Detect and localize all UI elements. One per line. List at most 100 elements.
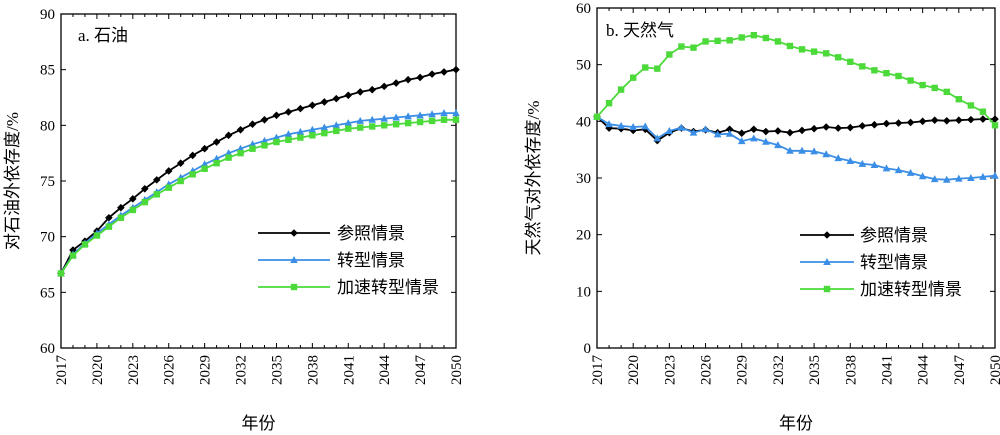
data-point	[249, 145, 256, 152]
y-tick-label: 70	[40, 230, 55, 246]
data-point	[260, 136, 269, 144]
data-point	[224, 131, 233, 140]
x-tick-label: 2038	[305, 355, 321, 385]
data-point	[919, 81, 926, 89]
data-point	[678, 43, 685, 50]
data-point	[248, 120, 257, 129]
legend-label: 参照情景	[860, 226, 928, 245]
data-point	[593, 113, 601, 120]
data-point	[822, 150, 830, 158]
data-point	[822, 50, 830, 57]
x-tick-label: 2038	[843, 355, 859, 385]
data-point	[332, 121, 341, 129]
data-point	[296, 104, 305, 113]
data-point	[404, 119, 412, 127]
x-tick-label: 2035	[269, 355, 285, 385]
data-point	[846, 157, 855, 164]
data-point	[967, 115, 975, 124]
data-point	[991, 122, 999, 129]
data-point	[641, 122, 650, 130]
data-point	[309, 132, 316, 139]
data-point	[69, 252, 77, 259]
x-tick-label: 2023	[126, 355, 142, 385]
data-point	[236, 144, 245, 152]
x-tick-label: 2032	[234, 355, 250, 385]
data-point	[392, 113, 400, 121]
panel-gas: 0 10 20 30 40 50 60 2017 2020 2023 2026 2029 2032 203…	[524, 1, 1000, 433]
data-point	[212, 154, 221, 162]
legend-label: 加速转型情景	[337, 278, 439, 297]
data-point	[918, 117, 927, 126]
x-tick-label: 2026	[162, 355, 178, 386]
data-point	[308, 125, 317, 133]
data-point	[321, 129, 328, 137]
series-line	[60, 112, 456, 274]
data-point	[991, 171, 999, 179]
data-point	[177, 177, 184, 185]
data-point	[200, 160, 209, 168]
data-point	[440, 109, 448, 117]
data-point	[725, 125, 734, 134]
x-tick-label: 2044	[916, 355, 932, 386]
data-point	[416, 73, 424, 82]
data-point	[452, 109, 460, 117]
x-tick-label: 2035	[807, 355, 823, 385]
data-point	[774, 38, 782, 45]
data-point	[906, 118, 915, 127]
x-tick-label: 2029	[198, 355, 214, 385]
data-point	[810, 48, 818, 55]
data-point	[296, 128, 305, 136]
data-point	[200, 144, 209, 153]
x-tick-label: 2044	[377, 355, 393, 386]
data-point	[605, 120, 613, 128]
x-tick-label: 2041	[879, 355, 895, 385]
series-line	[60, 68, 457, 274]
series-line	[596, 116, 995, 142]
legend-marker	[823, 258, 831, 265]
y-tick-label: 75	[40, 174, 55, 190]
data-point	[189, 171, 196, 178]
data-point	[81, 241, 89, 248]
data-point	[320, 98, 329, 106]
data-point	[979, 172, 987, 180]
data-point	[870, 160, 879, 168]
series-accelerated	[593, 32, 999, 129]
data-point	[404, 75, 412, 84]
data-point	[871, 67, 878, 74]
data-point	[725, 129, 734, 137]
data-point	[248, 140, 257, 148]
data-point	[955, 116, 963, 124]
data-point	[297, 134, 304, 141]
data-point	[895, 72, 902, 80]
data-point	[629, 123, 637, 130]
data-point	[979, 115, 987, 123]
data-point	[786, 146, 794, 154]
data-point	[428, 70, 436, 78]
series-accelerated	[57, 116, 460, 277]
data-point	[762, 127, 770, 136]
x-tick-label: 2029	[735, 355, 751, 385]
x-axis-title: 年份	[242, 414, 276, 433]
data-point	[774, 127, 782, 135]
data-point	[140, 184, 149, 193]
y-tick-label: 80	[40, 118, 55, 134]
y-tick-label: 85	[40, 63, 55, 79]
data-point	[308, 101, 317, 110]
data-point	[344, 91, 353, 100]
data-point	[93, 232, 101, 239]
data-point	[882, 164, 891, 172]
data-point	[762, 34, 770, 42]
data-point	[991, 115, 999, 123]
data-point	[188, 151, 197, 160]
data-point	[272, 133, 281, 141]
data-point	[345, 125, 352, 132]
data-point	[894, 119, 903, 127]
data-point	[380, 122, 388, 129]
y-tick-label: 30	[576, 171, 591, 187]
data-point	[273, 138, 280, 146]
data-point	[105, 223, 113, 230]
legend-marker	[290, 256, 298, 263]
data-point	[967, 102, 975, 109]
data-point	[368, 85, 377, 94]
